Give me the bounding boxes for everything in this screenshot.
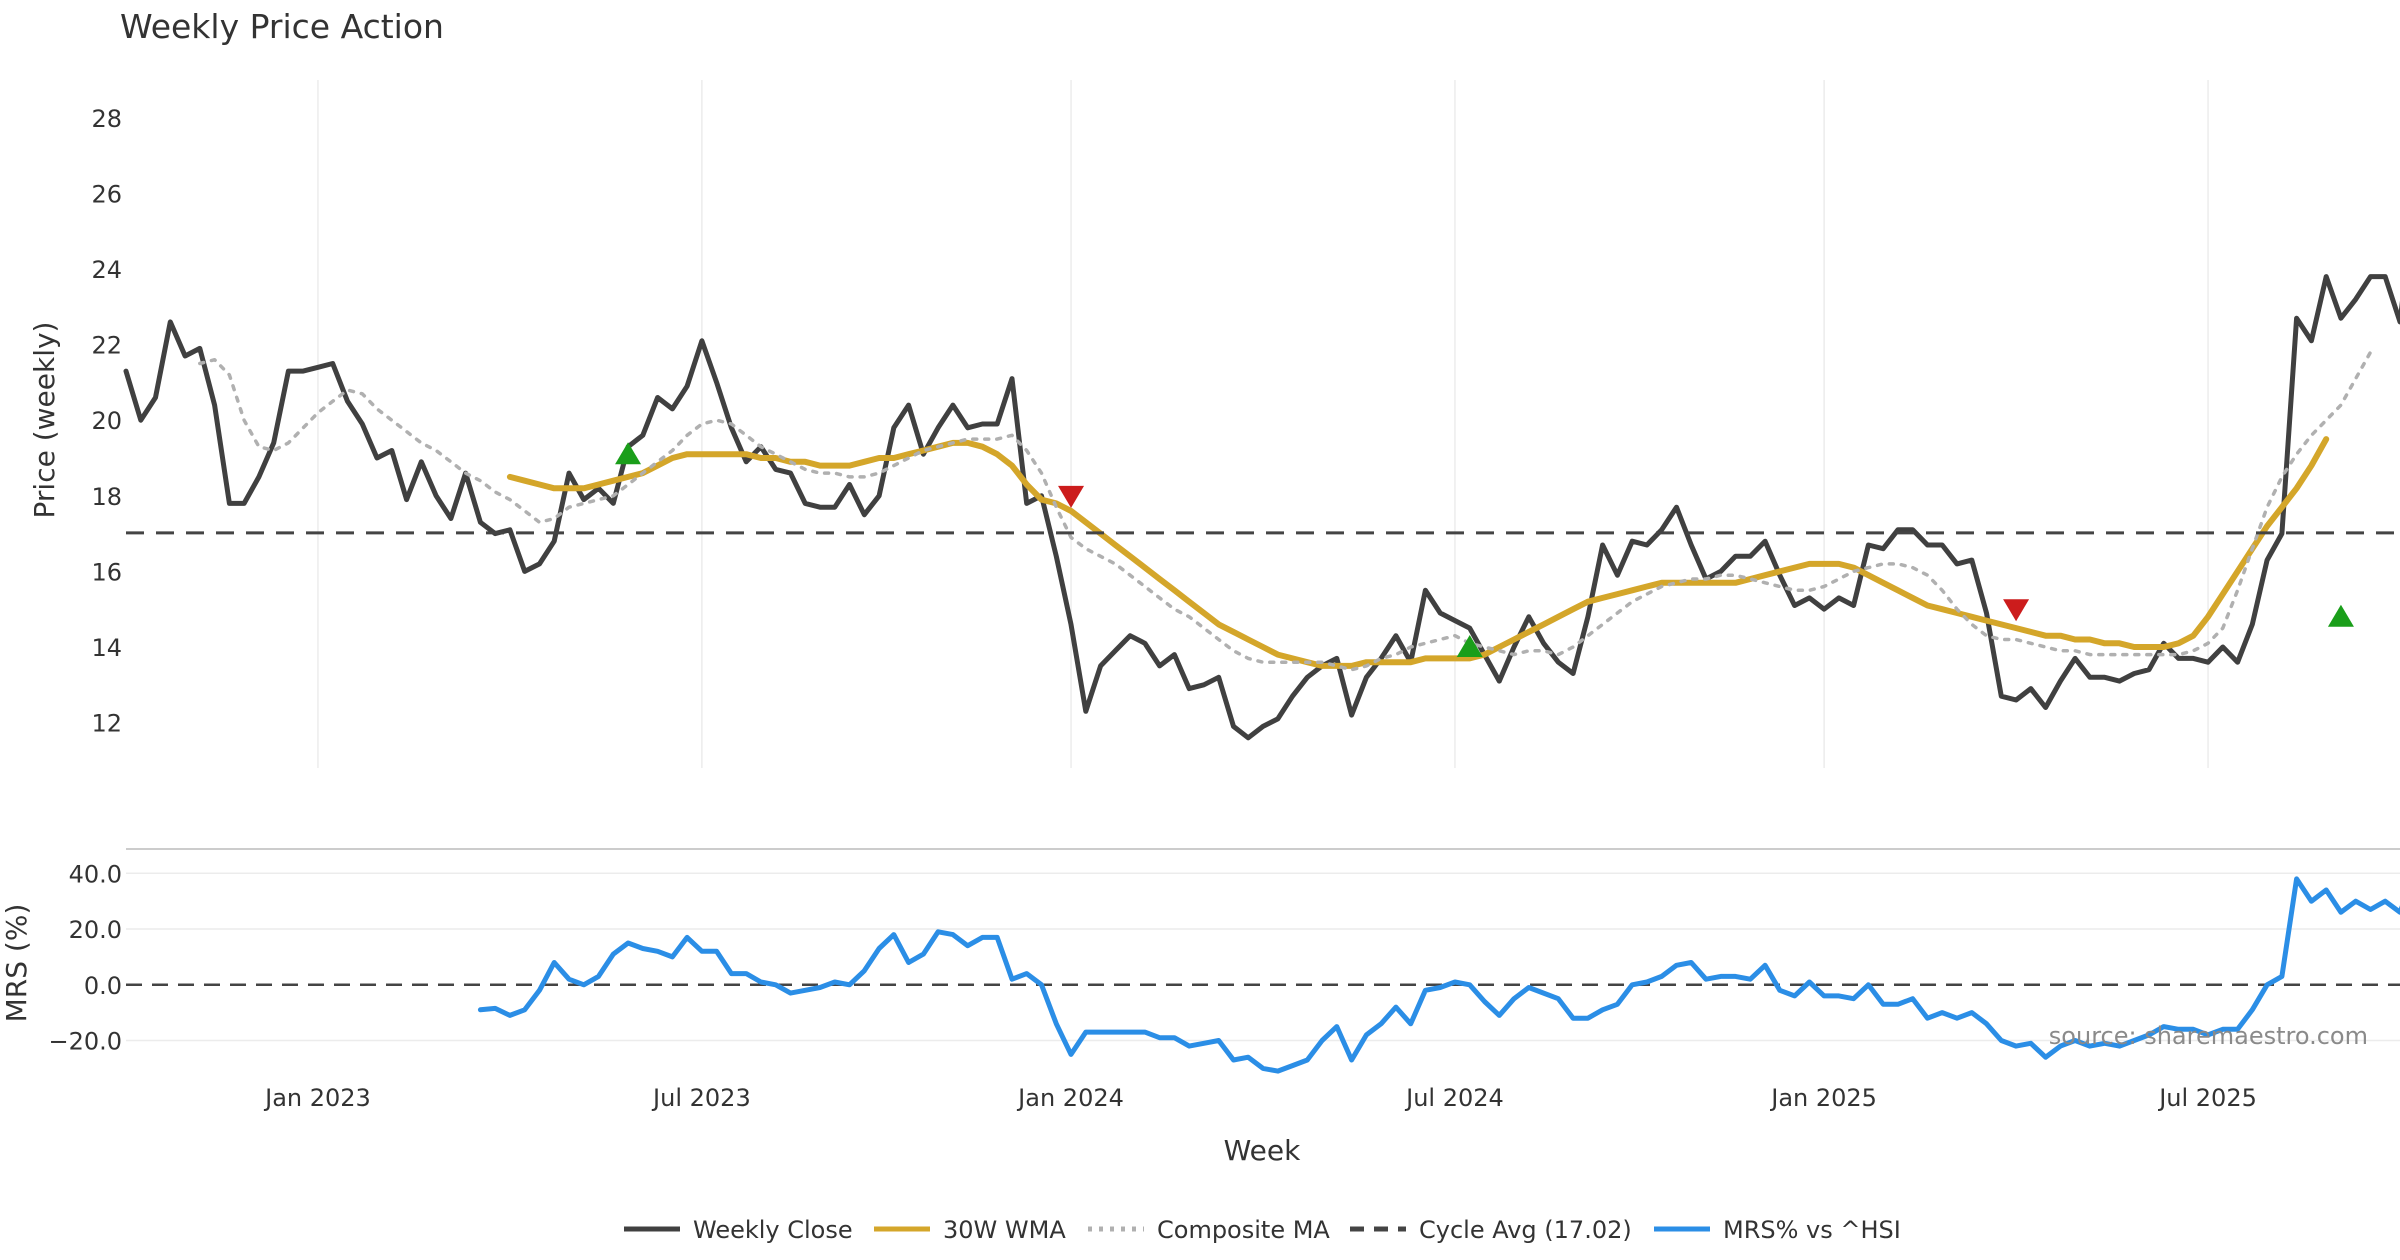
price-y-ticks: 12 14 16 18 20 22 24 26 28 xyxy=(91,105,122,738)
legend-label-0: Weekly Close xyxy=(693,1216,853,1244)
price-gridlines xyxy=(317,80,2209,768)
x-tick-1: Jul 2023 xyxy=(651,1084,751,1112)
x-tick-3: Jul 2024 xyxy=(1404,1084,1504,1112)
price-y-tick-3: 18 xyxy=(91,483,122,511)
legend-item-2: Composite MA xyxy=(1088,1216,1330,1244)
source-note: source: sharemaestro.com xyxy=(2049,1022,2368,1050)
price-y-tick-4: 20 xyxy=(91,407,122,435)
buy-signal-4 xyxy=(2327,604,2354,627)
price-y-tick-6: 24 xyxy=(91,256,122,284)
series-weekly-close xyxy=(123,274,2400,741)
price-y-tick-5: 22 xyxy=(91,332,122,360)
legend: Weekly Close 30W WMA Composite MA Cycle Avg… xyxy=(624,1216,1901,1244)
price-panel: 12 14 16 18 20 22 24 26 28 Price (weekly) xyxy=(28,80,2400,768)
mrs-y-tick-2: 20.0 xyxy=(69,916,122,944)
x-tick-0: Jan 2023 xyxy=(263,1084,371,1112)
mrs-y-tick-3: 40.0 xyxy=(69,860,122,888)
legend-item-3: Cycle Avg (17.02) xyxy=(1350,1216,1632,1244)
buy-signal-0 xyxy=(615,442,642,465)
x-tick-5: Jul 2025 xyxy=(2157,1084,2257,1112)
legend-label-1: 30W WMA xyxy=(943,1216,1066,1244)
buy-signal-2 xyxy=(1456,635,1483,658)
legend-label-4: MRS% vs ^HSI xyxy=(1723,1216,1901,1244)
mrs-y-axis-title: MRS (%) xyxy=(0,904,33,1023)
series-composite-ma xyxy=(198,350,2373,672)
x-axis-ticks: Jan 2023 Jul 2023 Jan 2024 Jul 2024 Jan 2025… xyxy=(263,1084,2257,1112)
sell-signal-1 xyxy=(1058,485,1085,508)
legend-item-4: MRS% vs ^HSI xyxy=(1654,1216,1901,1244)
sell-signal-3 xyxy=(2003,599,2030,622)
x-tick-2: Jan 2024 xyxy=(1016,1084,1124,1112)
price-y-tick-0: 12 xyxy=(91,710,122,738)
series-mrs-vs-hsi xyxy=(477,876,2400,1074)
price-series xyxy=(123,274,2400,741)
price-y-tick-8: 28 xyxy=(91,105,122,133)
price-y-tick-7: 26 xyxy=(91,180,122,208)
x-tick-4: Jan 2025 xyxy=(1769,1084,1877,1112)
legend-item-0: Weekly Close xyxy=(624,1216,853,1244)
price-y-tick-1: 14 xyxy=(91,634,122,662)
mrs-y-tick-0: −20.0 xyxy=(48,1027,122,1055)
price-y-axis-title: Price (weekly) xyxy=(28,322,61,519)
price-signals xyxy=(615,442,2354,658)
x-axis-title: Week xyxy=(1224,1134,1301,1167)
price-y-tick-2: 16 xyxy=(91,558,122,586)
legend-label-3: Cycle Avg (17.02) xyxy=(1419,1216,1632,1244)
legend-item-1: 30W WMA xyxy=(874,1216,1066,1244)
mrs-gridlines xyxy=(126,872,2400,1042)
mrs-y-ticks: −20.0 0.0 20.0 40.0 xyxy=(48,860,122,1055)
legend-label-2: Composite MA xyxy=(1157,1216,1330,1244)
mrs-y-tick-1: 0.0 xyxy=(84,972,122,1000)
series-30w-wma xyxy=(506,436,2330,669)
mrs-series xyxy=(477,876,2400,1074)
chart-title: Weekly Price Action xyxy=(120,7,444,46)
mrs-panel: −20.0 0.0 20.0 40.0 MRS (%) xyxy=(0,860,2400,1074)
